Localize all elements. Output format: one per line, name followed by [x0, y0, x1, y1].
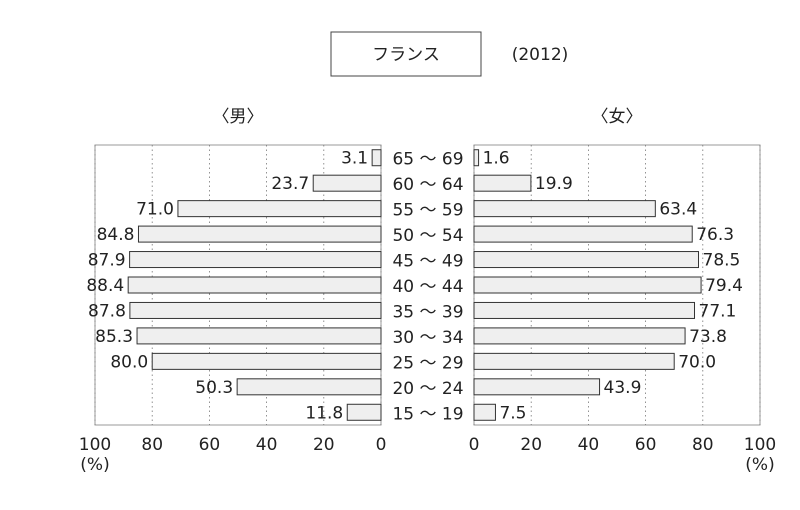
x-tick-label: 80: [141, 435, 163, 455]
bar: [473, 225, 693, 243]
value-label: 73.8: [689, 327, 727, 347]
category-label: 30 〜 34: [392, 328, 463, 348]
x-tick-label: 20: [313, 435, 335, 455]
x-axis-unit: (%): [745, 455, 774, 475]
bar: [473, 327, 686, 345]
x-tick-label: 40: [256, 435, 278, 455]
x-tick-label: 20: [520, 435, 542, 455]
value-label: 1.6: [483, 149, 510, 169]
x-tick-label: 100: [744, 435, 776, 455]
bar: [473, 251, 700, 269]
panel-label: 〈男〉: [213, 107, 264, 127]
bar: [473, 378, 601, 396]
category-label: 35 〜 39: [392, 302, 463, 322]
chart-subtitle: (2012): [512, 45, 569, 65]
value-label: 87.9: [88, 251, 126, 271]
bar: [473, 352, 675, 370]
category-label: 60 〜 64: [392, 175, 463, 195]
value-label: 19.9: [535, 174, 573, 194]
bar: [473, 200, 656, 218]
value-label: 70.0: [678, 352, 716, 372]
bar: [312, 174, 382, 192]
bar: [127, 276, 382, 294]
bar: [346, 403, 382, 421]
value-label: 78.5: [703, 251, 741, 271]
value-label: 79.4: [705, 276, 743, 296]
bar: [473, 403, 496, 421]
x-tick-label: 80: [692, 435, 714, 455]
category-label: 55 〜 59: [392, 201, 463, 221]
value-label: 71.0: [136, 200, 174, 220]
value-label: 87.8: [88, 301, 126, 321]
value-label: 77.1: [699, 301, 737, 321]
value-label: 43.9: [604, 378, 642, 398]
x-tick-label: 60: [199, 435, 221, 455]
value-label: 85.3: [95, 327, 133, 347]
category-label: 45 〜 49: [392, 252, 463, 272]
bar: [177, 200, 382, 218]
category-label: 50 〜 54: [392, 226, 463, 246]
bar: [151, 352, 382, 370]
bar: [371, 149, 382, 167]
bar: [473, 276, 702, 294]
bar: [137, 225, 382, 243]
category-label: 20 〜 24: [392, 379, 463, 399]
category-label: 40 〜 44: [392, 277, 463, 297]
title-box: [330, 31, 482, 77]
value-label: 11.8: [305, 403, 343, 423]
value-label: 88.4: [86, 276, 124, 296]
value-label: 23.7: [271, 174, 309, 194]
x-axis-unit: (%): [80, 455, 109, 475]
value-label: 63.4: [659, 200, 697, 220]
value-label: 50.3: [195, 378, 233, 398]
x-tick-label: 40: [578, 435, 600, 455]
bar: [473, 149, 480, 167]
panel-label: 〈女〉: [592, 107, 643, 127]
bar: [473, 301, 696, 319]
value-label: 3.1: [341, 149, 368, 169]
category-label: 25 〜 29: [392, 353, 463, 373]
category-label: 15 〜 19: [392, 404, 463, 424]
category-label: 65 〜 69: [392, 150, 463, 170]
bar: [236, 378, 382, 396]
bar: [473, 174, 532, 192]
x-tick-label: 0: [469, 435, 480, 455]
bar: [129, 301, 382, 319]
bar: [129, 251, 382, 269]
chart-title: フランス: [372, 45, 440, 65]
value-label: 7.5: [499, 403, 526, 423]
value-label: 80.0: [110, 352, 148, 372]
bar: [136, 327, 382, 345]
x-tick-label: 100: [79, 435, 111, 455]
value-label: 84.8: [97, 225, 135, 245]
value-label: 76.3: [696, 225, 734, 245]
x-tick-label: 60: [635, 435, 657, 455]
x-tick-label: 0: [376, 435, 387, 455]
